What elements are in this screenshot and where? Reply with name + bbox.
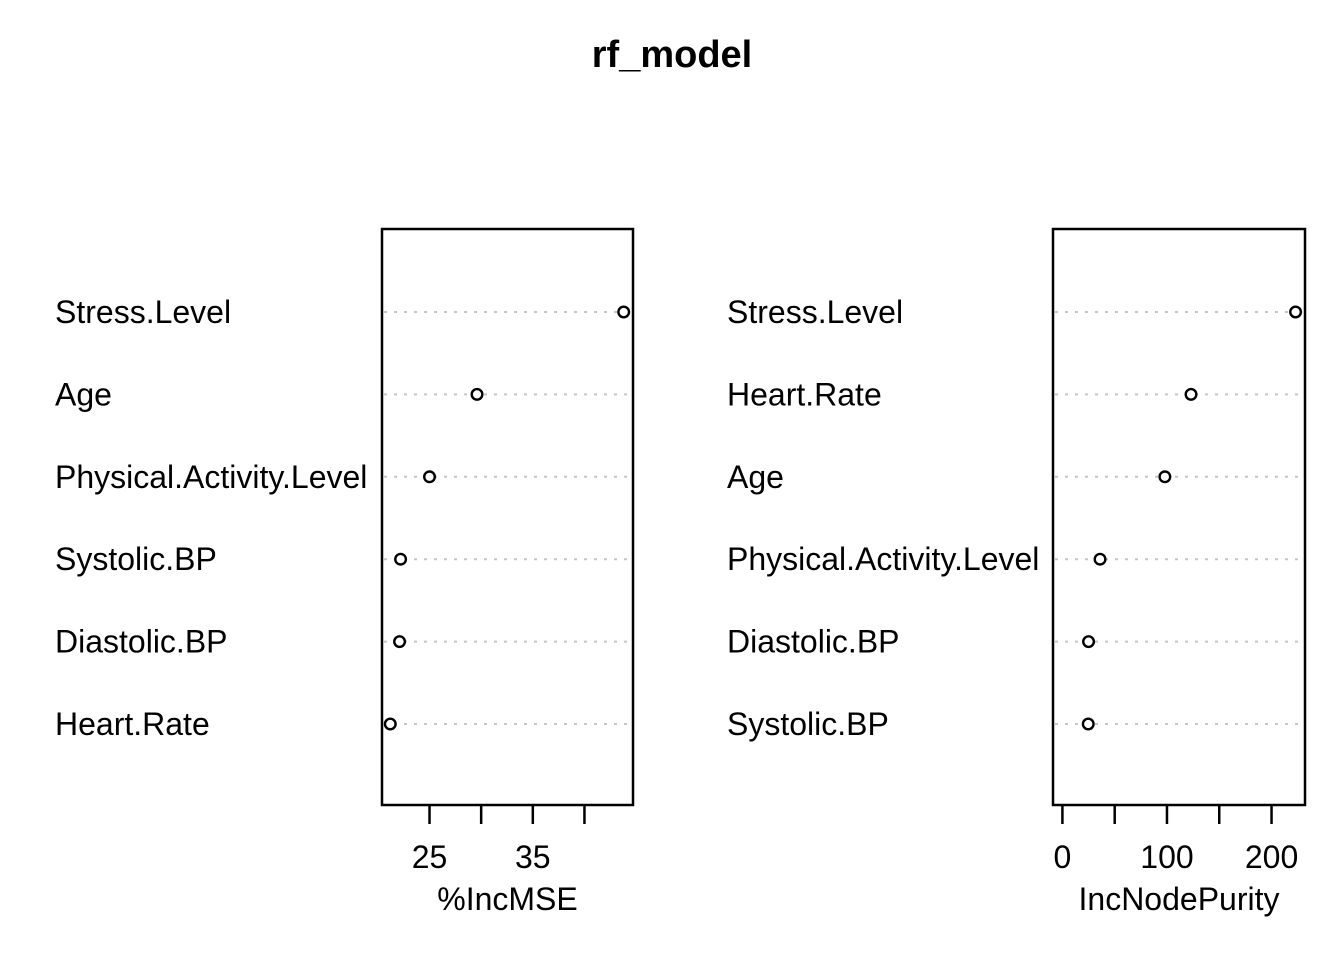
- x-axis-title: IncNodePurity: [1079, 881, 1280, 917]
- x-tick-label: 0: [1054, 839, 1072, 875]
- variable-label: Heart.Rate: [727, 376, 882, 412]
- data-point: [1081, 717, 1095, 731]
- data-point: [1093, 552, 1107, 566]
- x-tick-label: 200: [1245, 839, 1298, 875]
- x-tick-label: 35: [515, 839, 551, 875]
- plot-box: [1051, 227, 1307, 807]
- variable-label: Physical.Activity.Level: [55, 459, 367, 495]
- data-point: [394, 552, 408, 566]
- variable-label: Heart.Rate: [55, 706, 210, 742]
- variable-label: Diastolic.BP: [55, 624, 228, 660]
- variable-label: Diastolic.BP: [727, 624, 900, 660]
- data-point: [1158, 470, 1172, 484]
- data-point: [470, 387, 484, 401]
- data-point: [383, 717, 397, 731]
- x-tick-label: 25: [412, 839, 448, 875]
- data-point: [423, 470, 437, 484]
- x-axis-title: %IncMSE: [437, 881, 577, 917]
- plot-box: [380, 227, 635, 807]
- data-point: [1082, 635, 1096, 649]
- variable-label: Physical.Activity.Level: [727, 541, 1039, 577]
- plot-title: rf_model: [591, 34, 753, 76]
- data-point: [617, 305, 631, 319]
- variable-label: Age: [727, 459, 784, 495]
- variable-label: Stress.Level: [727, 294, 903, 330]
- variable-label: Age: [55, 376, 112, 412]
- data-point: [1289, 305, 1303, 319]
- data-point: [1184, 387, 1198, 401]
- data-point: [393, 635, 407, 649]
- variable-label: Systolic.BP: [55, 541, 217, 577]
- variable-label: Stress.Level: [55, 294, 231, 330]
- variable-label: Systolic.BP: [727, 706, 889, 742]
- x-tick-label: 100: [1140, 839, 1193, 875]
